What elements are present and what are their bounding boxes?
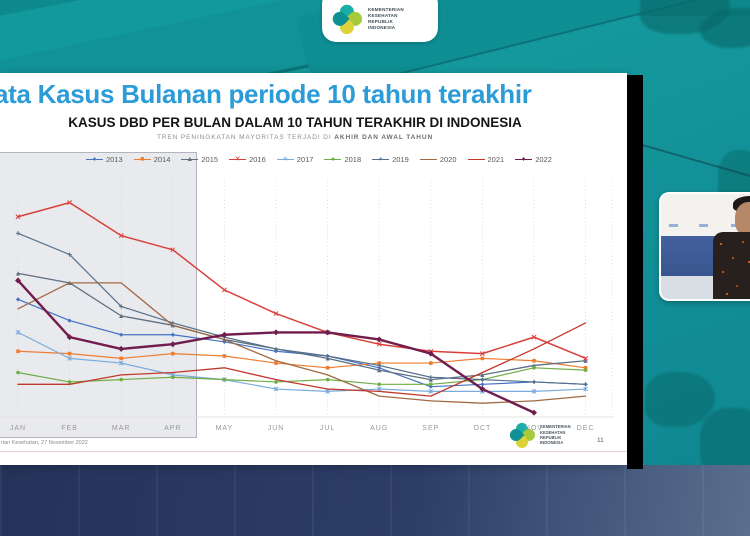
slide-title: ata Kasus Bulanan periode 10 tahun terak… xyxy=(0,79,532,109)
background-wire xyxy=(630,140,750,182)
svg-text:MAY: MAY xyxy=(216,425,234,432)
tree-silhouette xyxy=(700,408,750,478)
kemenkes-logo-icon xyxy=(329,1,365,37)
backdrop-logo-mark xyxy=(699,224,708,227)
legend-item-2013: ♦ 2013 xyxy=(86,155,123,164)
legend-label: 2016 xyxy=(249,155,266,164)
backdrop-logo-mark xyxy=(669,224,678,227)
legend-item-2020: 2020 xyxy=(419,155,457,164)
legend-marker-icon: ● xyxy=(324,156,342,164)
ministry-logo-badge: KEMENTERIAN KESEHATAN REPUBLIK INDONESIA xyxy=(322,0,438,42)
svg-text:SEP: SEP xyxy=(422,425,439,432)
svg-text:FEB: FEB xyxy=(61,425,78,432)
legend-label: 2019 xyxy=(392,155,409,164)
legend-marker-icon: ▲ xyxy=(181,156,199,164)
legend-label: 2013 xyxy=(106,155,123,164)
legend-marker-icon: ♦ xyxy=(515,156,533,164)
legend-item-2018: ● 2018 xyxy=(324,155,361,164)
legend-item-2015: ▲ 2015 xyxy=(181,155,218,164)
svg-text:MAR: MAR xyxy=(112,425,131,432)
chart-legend: ♦ 2013 ■ 2014 ▲ 2015 ✕ 2016 ✳ 2017 ● 2018 +2019 2020 2… xyxy=(86,155,552,164)
legend-marker-icon xyxy=(419,156,437,164)
legend-item-2017: ✳ 2017 xyxy=(276,155,314,164)
svg-text:JAN: JAN xyxy=(10,425,26,432)
tree-silhouette xyxy=(700,8,750,48)
tree-silhouette xyxy=(645,372,715,427)
slide-subtitle: KASUS DBD PER BULAN DALAM 10 TAHUN TERAK… xyxy=(68,115,522,130)
svg-text:DEC: DEC xyxy=(577,425,595,432)
subtitle2-prefix: TREN PENINGKATAN MAYORITAS TERJADI DI xyxy=(156,134,335,141)
legend-marker-icon xyxy=(467,156,485,164)
legend-label: 2021 xyxy=(487,155,505,164)
svg-text:APR: APR xyxy=(164,425,181,432)
shared-screen-black-edge xyxy=(627,75,643,469)
tree-silhouette xyxy=(640,0,730,34)
legend-item-2019: +2019 xyxy=(372,155,409,164)
legend-label: 2017 xyxy=(296,155,314,164)
svg-text:NOV: NOV xyxy=(525,425,543,432)
svg-text:AUG: AUG xyxy=(370,425,388,432)
legend-label: 2014 xyxy=(153,155,171,164)
presentation-slide: ata Kasus Bulanan periode 10 tahun terak… xyxy=(0,73,627,465)
legend-label: 2020 xyxy=(439,155,457,164)
speaker-batik-shirt xyxy=(713,232,750,299)
speaker-video-tile[interactable] xyxy=(659,192,750,301)
source-note: rian Kesehatan, 27 November 2022 xyxy=(1,440,88,446)
footer-divider xyxy=(0,451,627,452)
legend-label: 2022 xyxy=(535,155,552,164)
footer-ministry-text: KEMENTERIAN KESEHATAN REPUBLIK INDONESIA xyxy=(540,424,571,446)
svg-text:JUN: JUN xyxy=(268,425,285,432)
speaker-face xyxy=(735,202,750,236)
legend-label: 2018 xyxy=(344,155,362,164)
svg-text:OCT: OCT xyxy=(474,425,492,432)
legend-marker-icon: ■ xyxy=(133,156,151,164)
legend-item-2014: ■ 2014 xyxy=(133,155,171,164)
legend-label: 2015 xyxy=(201,155,219,164)
svg-text:JUL: JUL xyxy=(320,425,335,432)
slide-footer-logo: KEMENTERIAN KESEHATAN REPUBLIK INDONESIA xyxy=(507,420,571,450)
background-building-bottom xyxy=(0,465,750,536)
legend-marker-icon: ✳ xyxy=(276,156,294,164)
legend-item-2016: ✕ 2016 xyxy=(229,155,266,164)
legend-marker-icon: ✕ xyxy=(229,156,247,164)
ministry-name-text: KEMENTERIAN KESEHATAN REPUBLIK INDONESIA xyxy=(368,6,404,31)
legend-item-2022: ♦ 2022 xyxy=(515,155,552,164)
line-chart: JAN FEB MAR APR MAY JUN JUL AUG SEP OCT NOV DEC xyxy=(0,179,614,432)
slide-subtitle-2: TREN PENINGKATAN MAYORITAS TERJADI DI AK… xyxy=(0,134,590,141)
subtitle2-bold: AKHIR DAN AWAL TAHUN xyxy=(334,134,434,141)
legend-item-2021: 2021 xyxy=(467,155,505,164)
slide-page-number: 11 xyxy=(597,437,604,444)
legend-marker-icon: ♦ xyxy=(86,156,103,164)
legend-marker-icon: + xyxy=(372,156,390,164)
